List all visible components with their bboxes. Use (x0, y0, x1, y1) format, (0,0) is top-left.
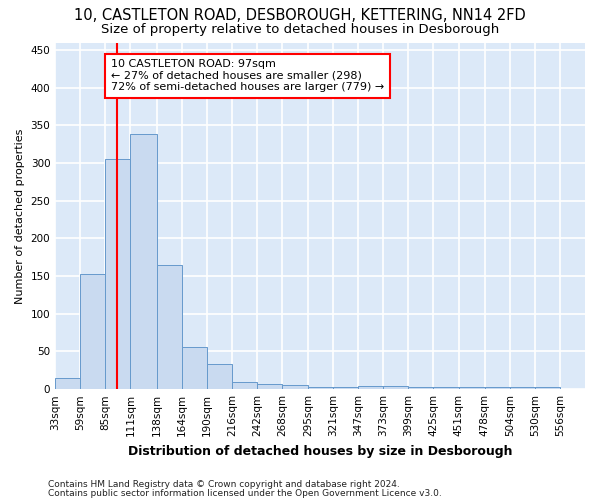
Text: Contains HM Land Registry data © Crown copyright and database right 2024.: Contains HM Land Registry data © Crown c… (48, 480, 400, 489)
Y-axis label: Number of detached properties: Number of detached properties (15, 128, 25, 304)
Bar (485, 387, 510, 389)
Bar (358, 386, 383, 389)
Bar (535, 387, 560, 389)
Bar (80, 274, 106, 389)
Bar (433, 387, 458, 389)
X-axis label: Distribution of detached houses by size in Desborough: Distribution of detached houses by size … (128, 444, 512, 458)
Bar (333, 387, 358, 389)
Bar (157, 265, 182, 389)
Bar (409, 387, 433, 389)
Bar (206, 364, 232, 389)
Bar (106, 160, 130, 389)
Bar (130, 134, 157, 389)
Bar (308, 387, 333, 389)
Bar (55, 378, 80, 389)
Bar (257, 384, 282, 389)
Bar (458, 387, 485, 389)
Text: 10 CASTLETON ROAD: 97sqm
← 27% of detached houses are smaller (298)
72% of semi-: 10 CASTLETON ROAD: 97sqm ← 27% of detach… (111, 59, 384, 92)
Bar (232, 382, 257, 389)
Bar (383, 386, 409, 389)
Bar (182, 347, 206, 389)
Text: 10, CASTLETON ROAD, DESBOROUGH, KETTERING, NN14 2FD: 10, CASTLETON ROAD, DESBOROUGH, KETTERIN… (74, 8, 526, 22)
Bar (282, 386, 308, 389)
Text: Size of property relative to detached houses in Desborough: Size of property relative to detached ho… (101, 22, 499, 36)
Text: Contains public sector information licensed under the Open Government Licence v3: Contains public sector information licen… (48, 488, 442, 498)
Bar (510, 387, 535, 389)
